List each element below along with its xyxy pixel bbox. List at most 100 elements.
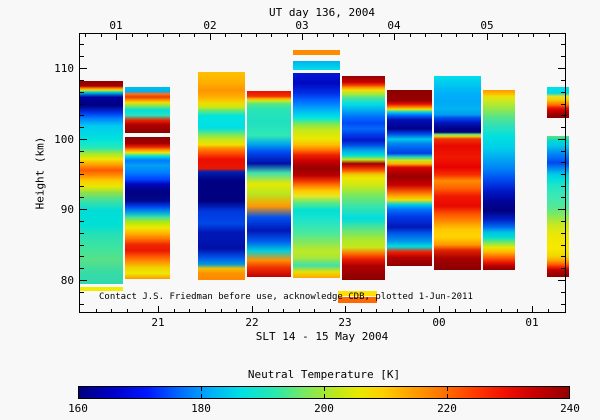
right-minor-tick — [561, 80, 565, 81]
bottom-minor-tick — [423, 309, 424, 312]
right-minor-tick — [561, 162, 565, 163]
right-major-tick — [558, 209, 565, 210]
left-minor-tick — [80, 104, 84, 105]
left-minor-tick — [80, 115, 84, 116]
top-minor-tick — [271, 34, 272, 37]
bottom-minor-tick — [221, 309, 222, 312]
top-minor-tick — [287, 34, 288, 37]
bottom-axis-title: SLT 14 - 15 May 2004 — [255, 330, 389, 343]
bottom-minor-tick — [361, 309, 362, 312]
left-minor-tick — [80, 245, 84, 246]
y-axis-title: Height (km) — [33, 136, 47, 210]
right-minor-tick — [561, 174, 565, 175]
bottom-minor-tick — [236, 309, 237, 312]
top-minor-tick — [256, 34, 257, 37]
bottom-minor-tick — [189, 309, 190, 312]
top-minor-tick — [456, 34, 457, 37]
bottom-minor-tick — [392, 309, 393, 312]
top-minor-tick — [348, 34, 349, 37]
column-profile-9 — [483, 90, 515, 270]
left-minor-tick — [80, 256, 84, 257]
left-major-tick — [80, 209, 87, 210]
colorbar-tick-top — [447, 387, 448, 391]
left-major-tick — [80, 68, 87, 69]
colorbar-tick-label-220: 220 — [437, 402, 457, 415]
column-profile-1 — [80, 81, 123, 284]
colorbar-tick-label-200: 200 — [314, 402, 334, 415]
right-minor-tick — [561, 304, 565, 305]
right-major-tick — [558, 139, 565, 140]
right-minor-tick — [561, 197, 565, 198]
colorbar-tick-bottom — [447, 394, 448, 398]
y-tick-label-90: 90 — [60, 203, 74, 216]
bottom-tick-label-23: 23 — [338, 316, 352, 329]
top-minor-tick — [333, 34, 334, 37]
bottom-minor-tick — [111, 309, 112, 312]
top-minor-tick — [441, 34, 442, 37]
top-major-tick — [302, 34, 303, 40]
column-profile-2-lower — [125, 137, 170, 279]
top-tick-label-02: 02 — [203, 19, 217, 32]
right-minor-tick — [561, 221, 565, 222]
bottom-minor-tick — [96, 309, 97, 312]
top-minor-tick — [85, 34, 86, 37]
bottom-tick-label-22: 22 — [245, 316, 259, 329]
bottom-minor-tick — [501, 309, 502, 312]
colorbar-tick-bottom — [324, 394, 325, 398]
right-minor-tick — [561, 115, 565, 116]
column-profile-6 — [342, 76, 385, 280]
top-minor-tick — [179, 34, 180, 37]
bottom-minor-tick — [142, 309, 143, 312]
left-minor-tick — [80, 92, 84, 93]
top-minor-tick — [502, 34, 503, 37]
right-minor-tick — [561, 268, 565, 269]
column-profile-10-upper — [547, 87, 569, 118]
right-minor-tick — [561, 186, 565, 187]
bottom-minor-tick — [408, 309, 409, 312]
top-major-tick — [394, 34, 395, 40]
bottom-minor-tick — [174, 309, 175, 312]
left-minor-tick — [80, 304, 84, 305]
left-minor-tick — [80, 56, 84, 57]
top-tick-label-03: 03 — [295, 19, 309, 32]
left-minor-tick — [80, 80, 84, 81]
plot-frame — [79, 33, 566, 313]
left-minor-tick — [80, 151, 84, 152]
right-minor-tick — [561, 245, 565, 246]
top-major-tick — [116, 34, 117, 40]
colorbar-title: Neutral Temperature [K] — [247, 368, 401, 381]
y-tick-label-110: 110 — [54, 62, 74, 75]
y-tick-label-80: 80 — [60, 274, 74, 287]
column-profile-5-strip-cyan — [293, 61, 340, 70]
right-minor-tick — [561, 104, 565, 105]
bottom-minor-tick — [455, 309, 456, 312]
top-minor-tick — [549, 34, 550, 37]
bottom-minor-tick — [127, 309, 128, 312]
right-major-tick — [558, 68, 565, 69]
top-minor-tick — [101, 34, 102, 37]
right-minor-tick — [561, 127, 565, 128]
bottom-major-tick — [158, 306, 159, 312]
left-minor-tick — [80, 268, 84, 269]
bottom-minor-tick — [330, 309, 331, 312]
column-profile-3 — [198, 72, 245, 280]
bottom-minor-tick — [314, 309, 315, 312]
annotation-text: Contact J.S. Friedman before use, acknow… — [99, 292, 473, 302]
left-minor-tick — [80, 174, 84, 175]
bottom-minor-tick — [517, 309, 518, 312]
column-profile-4 — [247, 91, 291, 277]
bottom-minor-tick — [376, 309, 377, 312]
left-minor-tick — [80, 197, 84, 198]
left-minor-tick — [80, 233, 84, 234]
top-tick-label-05: 05 — [480, 19, 494, 32]
colorbar-tick-label-240: 240 — [560, 402, 580, 415]
top-minor-tick — [317, 34, 318, 37]
column-profile-5-strip-orange — [293, 50, 340, 55]
top-minor-tick — [518, 34, 519, 37]
right-minor-tick — [561, 44, 565, 45]
bottom-major-tick — [439, 306, 440, 312]
colorbar-tick-bottom — [201, 394, 202, 398]
colorbar-tick-top — [324, 387, 325, 391]
bottom-tick-label-01: 01 — [525, 316, 539, 329]
column-profile-10-lower — [547, 136, 569, 277]
